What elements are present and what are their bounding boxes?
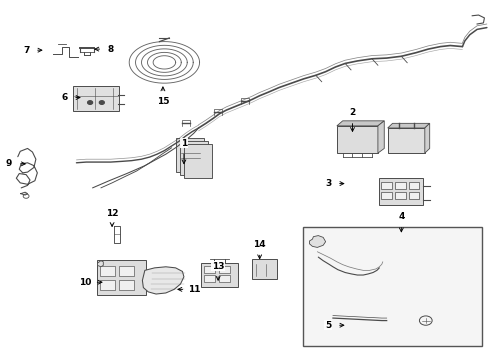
Bar <box>180 141 208 175</box>
Bar <box>409 192 419 199</box>
Bar <box>184 144 212 178</box>
Text: 5: 5 <box>325 321 331 330</box>
Bar <box>252 259 277 279</box>
Bar <box>176 138 204 172</box>
Bar <box>381 192 392 199</box>
Text: 2: 2 <box>349 108 356 117</box>
Polygon shape <box>388 123 430 128</box>
Text: 14: 14 <box>253 240 266 249</box>
Bar <box>120 280 134 290</box>
Circle shape <box>99 101 104 104</box>
Bar <box>219 266 230 273</box>
Polygon shape <box>310 235 326 247</box>
Text: 7: 7 <box>23 46 29 55</box>
Text: 9: 9 <box>6 159 12 168</box>
Bar <box>388 128 424 153</box>
Bar <box>73 86 119 111</box>
Polygon shape <box>425 123 430 153</box>
Bar <box>379 178 423 205</box>
Text: 10: 10 <box>79 278 92 287</box>
Bar <box>120 266 134 276</box>
Text: 3: 3 <box>325 179 331 188</box>
Bar <box>100 280 115 290</box>
Bar <box>381 182 392 189</box>
Bar <box>100 266 115 276</box>
Text: 4: 4 <box>398 212 405 221</box>
Polygon shape <box>143 267 184 294</box>
Text: 15: 15 <box>157 96 169 105</box>
Text: 13: 13 <box>212 262 224 271</box>
Bar <box>219 275 230 282</box>
Polygon shape <box>378 121 384 153</box>
Bar <box>395 192 406 199</box>
Bar <box>204 266 215 273</box>
Polygon shape <box>337 121 384 126</box>
Bar <box>204 275 215 282</box>
Bar <box>395 182 406 189</box>
Text: 1: 1 <box>181 139 187 148</box>
Text: 8: 8 <box>108 45 114 54</box>
Text: 11: 11 <box>188 285 200 294</box>
Text: 6: 6 <box>61 93 67 102</box>
Bar <box>337 126 378 153</box>
Bar <box>98 260 147 296</box>
Bar <box>409 182 419 189</box>
Bar <box>201 263 238 287</box>
Circle shape <box>88 101 93 104</box>
Polygon shape <box>98 261 103 267</box>
Bar <box>303 226 482 346</box>
Text: 12: 12 <box>106 209 119 218</box>
